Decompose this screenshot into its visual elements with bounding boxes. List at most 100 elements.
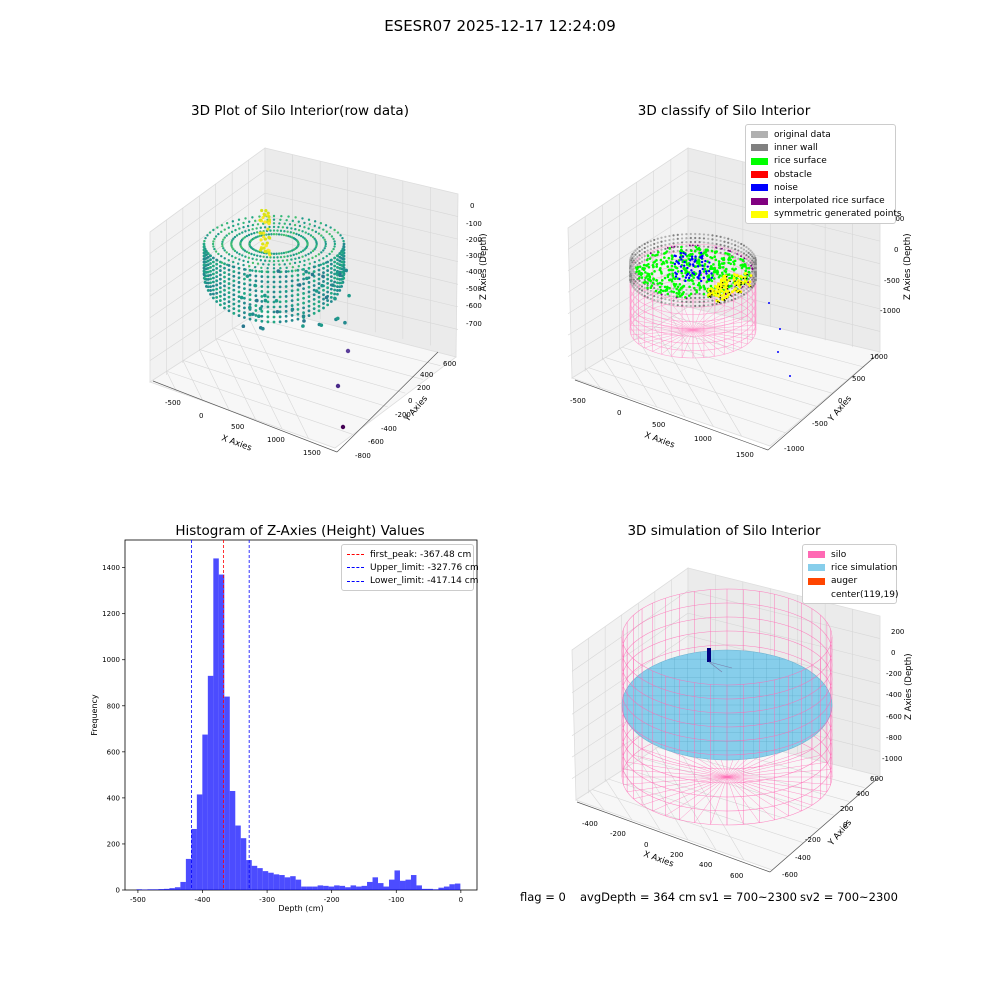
- cloud-point: [237, 218, 241, 221]
- cloud-point: [209, 254, 212, 258]
- cloud-point: [223, 302, 226, 305]
- rice-point: [744, 269, 747, 273]
- wall-point: [689, 232, 692, 236]
- symmetric-point-marker: [710, 296, 712, 299]
- symmetric-point: [749, 274, 753, 277]
- cloud-point: [209, 262, 212, 265]
- wall-point: [649, 293, 652, 296]
- cloud-point: [215, 266, 219, 270]
- x-tick-label: -400: [582, 820, 598, 828]
- cloud-point: [220, 230, 223, 234]
- cloud-point: [232, 248, 235, 251]
- cloud-point: [254, 269, 258, 273]
- rice-point: [660, 279, 664, 282]
- interpolated-point: [747, 281, 750, 284]
- cloud-point: [227, 295, 231, 299]
- cloud-point: [232, 284, 236, 287]
- cloud-point: [333, 245, 336, 248]
- wall-point: [660, 301, 663, 304]
- cloud-point: [312, 279, 316, 283]
- cloud-point: [267, 215, 271, 219]
- wall-point: [636, 255, 639, 258]
- cloud-point: [251, 228, 254, 231]
- cloud-point: [248, 278, 252, 282]
- wall-point: [631, 261, 634, 264]
- wall-point: [629, 280, 632, 283]
- legend-swatch: [751, 184, 768, 192]
- wall-point: [702, 249, 706, 252]
- rice-point: [731, 255, 734, 259]
- wall-point: [754, 274, 757, 278]
- rice-point: [703, 267, 707, 271]
- cloud-point: [256, 223, 260, 226]
- cloud-point: [301, 217, 304, 220]
- wall-point: [631, 257, 634, 260]
- cloud-point: [310, 272, 315, 277]
- wall-point: [747, 290, 750, 293]
- cloud-point: [211, 260, 215, 264]
- cloud-point: [263, 259, 267, 262]
- cloud-point: [313, 224, 316, 228]
- x-tick-label: 1000: [694, 435, 712, 443]
- cloud-point: [307, 227, 310, 230]
- cloud-point: [296, 303, 300, 306]
- cloud-point: [253, 253, 256, 257]
- wall-point: [664, 302, 667, 305]
- wall-point: [632, 251, 635, 254]
- wall-point: [730, 246, 733, 250]
- wall-point: [643, 290, 646, 294]
- cloud-point: [266, 315, 270, 319]
- cloud-point: [278, 290, 282, 294]
- rice-point: [676, 285, 680, 289]
- rice-point: [690, 249, 693, 252]
- cloud-point: [237, 276, 241, 280]
- histogram-bar: [152, 889, 159, 890]
- cloud-point: [294, 269, 297, 272]
- cloud-point: [272, 233, 276, 236]
- cloud-point: [317, 282, 321, 285]
- histogram-bar: [383, 886, 389, 890]
- cloud-point: [292, 253, 295, 257]
- cloud-point: [333, 276, 337, 280]
- cloud-point: [216, 226, 219, 229]
- symmetric-point-marker: [711, 293, 713, 296]
- cloud-point: [260, 295, 264, 298]
- y-tick-label: -1000: [784, 445, 804, 453]
- wall-point: [649, 297, 652, 300]
- cloud-point: [270, 233, 273, 236]
- rice-point: [658, 285, 662, 289]
- noise-point: [679, 265, 683, 268]
- interpolated-point: [751, 267, 754, 270]
- wall-point: [702, 245, 706, 248]
- wall-point: [698, 241, 701, 244]
- legend-entry: auger: [808, 575, 891, 588]
- rice-point: [697, 281, 701, 285]
- cloud-point: [333, 260, 337, 264]
- wall-point: [640, 289, 644, 292]
- wall-point: [752, 276, 755, 279]
- cloud-point: [250, 252, 253, 256]
- cloud-point: [222, 238, 225, 241]
- wall-point: [740, 294, 743, 298]
- legend-swatch: [347, 567, 364, 569]
- rice-point: [709, 284, 713, 288]
- simulation-y-tick-labels: -600 -400 -200 0 200 400 600: [782, 775, 883, 879]
- rice-point: [646, 282, 649, 285]
- raw-axis-lines: [152, 351, 439, 453]
- histogram-bar: [262, 871, 269, 890]
- cloud-point: [247, 256, 251, 260]
- cloud-point: [297, 256, 301, 260]
- legend-label: Lower_limit: -417.14 cm: [370, 576, 479, 587]
- cloud-point: [312, 302, 316, 306]
- cloud-point: [290, 274, 294, 278]
- legend-swatch: [808, 591, 825, 598]
- cloud-point: [336, 285, 339, 288]
- cloud-point: [296, 278, 300, 282]
- symmetric-point: [720, 289, 724, 293]
- wall-point: [737, 257, 740, 260]
- cloud-point: [245, 274, 250, 278]
- wall-point: [646, 284, 649, 287]
- cloud-point: [322, 297, 325, 301]
- cloud-point: [235, 251, 239, 254]
- cloud-point: [322, 236, 325, 239]
